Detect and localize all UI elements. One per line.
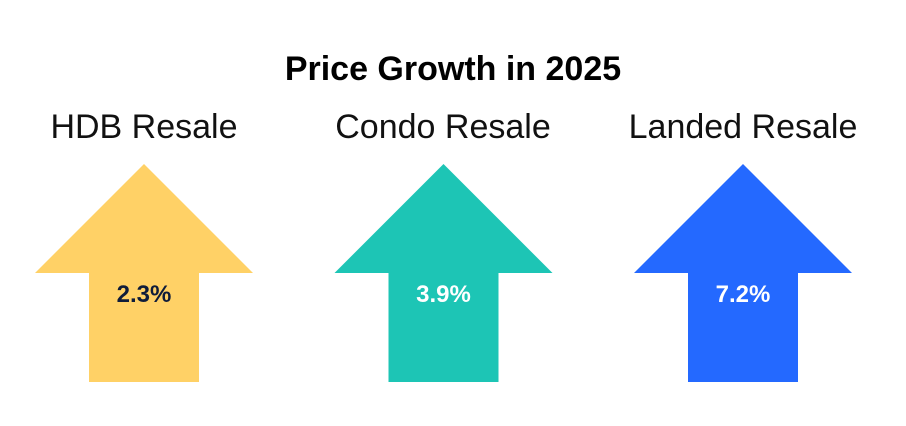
- arrow-landed: [634, 164, 852, 382]
- value-label-condo: 3.9%: [416, 281, 471, 308]
- category-label-condo: Condo Resale: [335, 108, 551, 146]
- value-label-landed: 7.2%: [716, 281, 771, 308]
- value-label-hdb: 2.3%: [117, 281, 172, 308]
- arrow-hdb: [35, 164, 253, 382]
- arrow-condo: [334, 164, 553, 382]
- chart-title: Price Growth in 2025: [284, 50, 622, 88]
- category-label-hdb: HDB Resale: [50, 108, 238, 146]
- category-label-landed: Landed Resale: [628, 108, 858, 146]
